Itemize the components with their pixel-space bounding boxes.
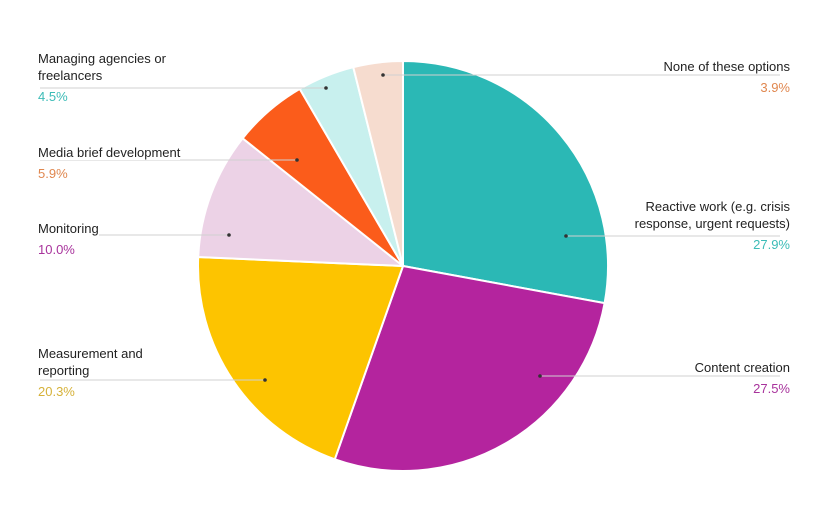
leader-dot [381,73,385,77]
slice-label: None of these options 3.9% [615,58,790,96]
slice-label: Managing agencies or freelancers 4.5% [38,50,188,105]
leader-dot [564,234,568,238]
pie-slice [352,59,404,267]
category-label: None of these options [663,59,790,74]
leader-dot [263,378,267,382]
category-label: Reactive work (e.g. crisis response, urg… [634,199,790,231]
category-label: Measurement and reporting [38,346,143,378]
value-label: 10.0% [38,242,75,257]
leader-dot [227,233,231,237]
leader-dot [538,374,542,378]
value-label: 27.9% [753,237,790,252]
pie-slice [197,255,405,461]
leader-dot [324,86,328,90]
slice-label: Media brief development 5.9% [38,144,228,182]
pie-slice [197,136,407,268]
pie-slice [402,59,609,305]
leader-dot [295,158,299,162]
slice-label: Monitoring 10.0% [38,220,208,258]
slice-label: Reactive work (e.g. crisis response, urg… [615,198,790,253]
value-label: 20.3% [38,384,75,399]
slice-label: Content creation 27.5% [615,359,790,397]
category-label: Media brief development [38,145,181,160]
value-label: 4.5% [38,89,68,104]
pie-slice [333,264,606,472]
slice-label: Measurement and reporting 20.3% [38,345,148,400]
value-label: 3.9% [760,80,790,95]
category-label: Content creation [694,360,790,375]
value-label: 27.5% [753,381,790,396]
value-label: 5.9% [38,166,68,181]
category-label: Managing agencies or freelancers [38,51,166,83]
category-label: Monitoring [38,221,99,236]
